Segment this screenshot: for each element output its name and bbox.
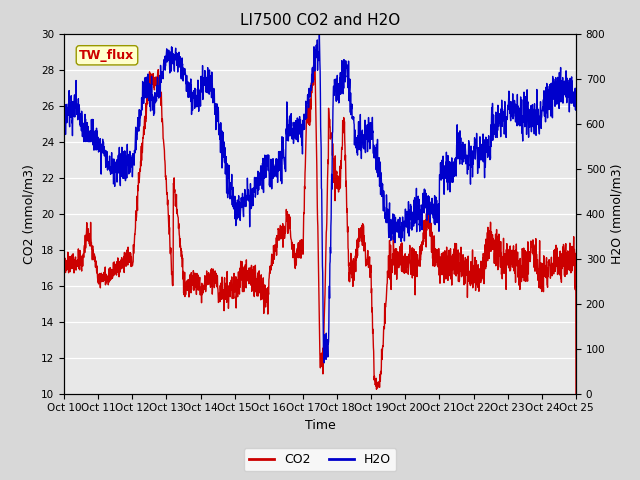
Title: LI7500 CO2 and H2O: LI7500 CO2 and H2O [240,13,400,28]
Text: TW_flux: TW_flux [79,49,134,62]
Legend: CO2, H2O: CO2, H2O [244,448,396,471]
Y-axis label: CO2 (mmol/m3): CO2 (mmol/m3) [22,164,35,264]
X-axis label: Time: Time [305,419,335,432]
Y-axis label: H2O (mmol/m3): H2O (mmol/m3) [611,163,624,264]
